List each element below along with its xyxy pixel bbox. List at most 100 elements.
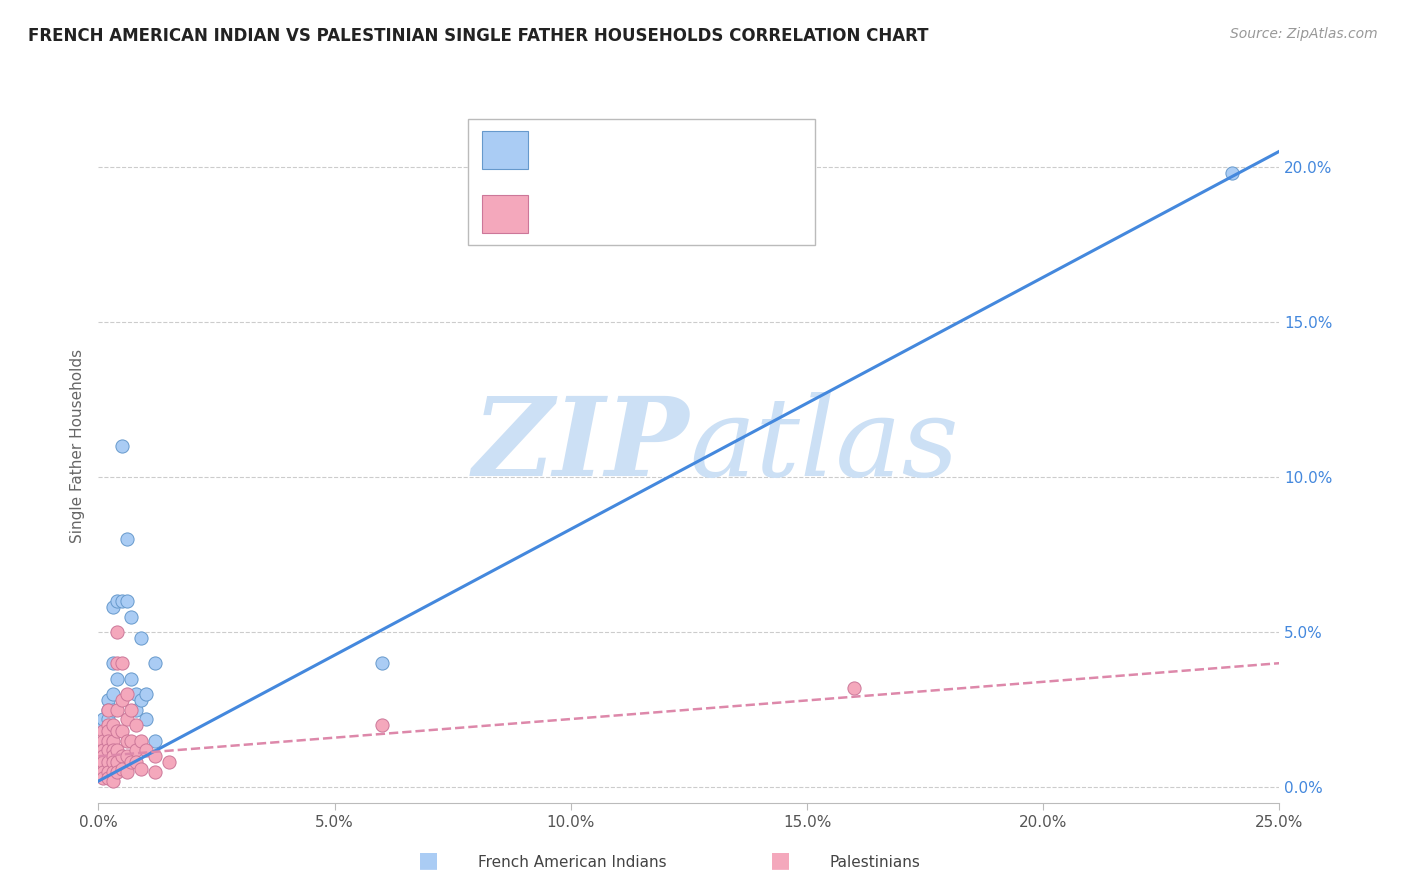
Point (105, 724, 128, 739)
Point (125, 743, 148, 757)
Point (111, 656, 134, 670)
Point (101, 774, 124, 789)
Point (121, 756, 143, 770)
Point (135, 743, 157, 757)
Point (121, 733, 143, 747)
Point (97, 724, 120, 739)
Point (143, 749, 166, 764)
Point (371, 656, 394, 670)
Point (129, 762, 152, 776)
Point (97, 703, 120, 717)
Point (105, 756, 128, 770)
Point (91, 712, 114, 726)
Point (101, 743, 124, 757)
Point (91, 718, 114, 732)
Point (143, 764, 166, 779)
Point (129, 733, 152, 747)
Point (111, 749, 134, 764)
Text: 56: 56 (720, 204, 747, 224)
Text: atlas: atlas (689, 392, 959, 500)
Point (97, 743, 120, 757)
Point (1220, 166, 1243, 180)
Text: 28: 28 (720, 140, 747, 160)
Point (91, 764, 114, 779)
Point (91, 756, 114, 770)
Text: 0.188: 0.188 (589, 204, 650, 224)
Point (115, 594, 138, 608)
Point (97, 733, 120, 747)
Point (844, 681, 866, 695)
Point (91, 743, 114, 757)
Point (97, 693, 120, 707)
Text: French American Indians: French American Indians (478, 855, 666, 870)
Point (129, 693, 152, 707)
Text: R =: R = (543, 140, 585, 160)
Point (115, 532, 138, 546)
Text: R =: R = (543, 204, 585, 224)
Point (115, 712, 138, 726)
Point (101, 687, 124, 701)
Point (105, 594, 128, 608)
Point (87, 749, 110, 764)
Point (97, 764, 120, 779)
Point (105, 625, 128, 640)
Point (157, 756, 180, 770)
FancyBboxPatch shape (468, 119, 815, 245)
Point (91, 749, 114, 764)
Point (111, 439, 134, 453)
Point (371, 718, 394, 732)
Point (101, 749, 124, 764)
Point (125, 687, 148, 701)
Point (87, 756, 110, 770)
Point (101, 718, 124, 732)
Point (129, 632, 152, 646)
Point (97, 703, 120, 717)
Text: Palestinians: Palestinians (830, 855, 921, 870)
Text: N =: N = (671, 140, 713, 160)
Point (101, 733, 124, 747)
Point (105, 764, 128, 779)
Text: ■: ■ (419, 850, 439, 870)
Text: FRENCH AMERICAN INDIAN VS PALESTINIAN SINGLE FATHER HOUSEHOLDS CORRELATION CHART: FRENCH AMERICAN INDIAN VS PALESTINIAN SI… (28, 27, 928, 45)
Point (125, 718, 148, 732)
Point (115, 749, 138, 764)
Point (121, 703, 143, 717)
Point (125, 756, 148, 770)
Point (111, 724, 134, 739)
Point (115, 764, 138, 779)
Point (105, 656, 128, 670)
Text: ■: ■ (770, 850, 790, 870)
FancyBboxPatch shape (482, 130, 529, 169)
Point (105, 703, 128, 717)
Point (125, 703, 148, 717)
Point (121, 609, 143, 624)
Point (111, 594, 134, 608)
Point (143, 733, 166, 747)
Point (101, 600, 124, 615)
Point (97, 712, 120, 726)
Point (91, 771, 114, 785)
Point (105, 743, 128, 757)
Text: N =: N = (671, 204, 713, 224)
Point (101, 756, 124, 770)
Point (135, 712, 157, 726)
Point (97, 718, 120, 732)
Point (97, 771, 120, 785)
Text: Source: ZipAtlas.com: Source: ZipAtlas.com (1230, 27, 1378, 41)
Point (91, 724, 114, 739)
Point (143, 656, 166, 670)
Point (101, 703, 124, 717)
Point (97, 724, 120, 739)
Text: ZIP: ZIP (472, 392, 689, 500)
Point (115, 687, 138, 701)
Point (101, 764, 124, 779)
Point (97, 756, 120, 770)
Point (101, 656, 124, 670)
Point (105, 672, 128, 686)
Text: 0.702: 0.702 (589, 140, 650, 160)
Point (111, 693, 134, 707)
Point (111, 762, 134, 776)
Point (115, 733, 138, 747)
Point (135, 687, 157, 701)
Point (121, 672, 143, 686)
